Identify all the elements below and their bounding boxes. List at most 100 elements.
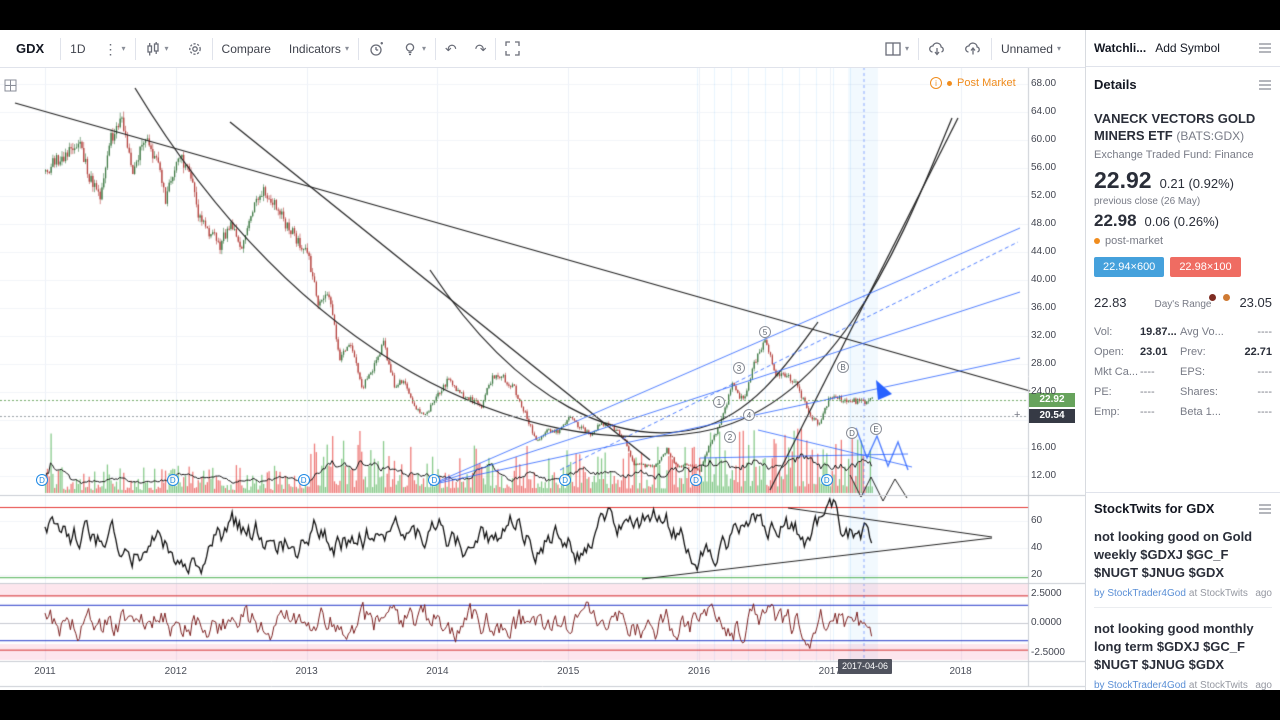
symbol-button[interactable]: GDX xyxy=(16,41,45,56)
stats-grid: Vol: 19.87... Avg Vo... ---- Open: 23.01 Prev:… xyxy=(1094,322,1272,422)
candlestick-icon xyxy=(146,41,159,55)
interval-menu-icon[interactable]: ⋮ ▾ xyxy=(103,40,126,57)
prev-close-note: previous close (26 May) xyxy=(1094,196,1201,207)
layout-select-button[interactable]: ▾ xyxy=(876,30,918,67)
range-label: Day's Range xyxy=(1154,299,1212,310)
ideas-button[interactable]: ▾ xyxy=(393,30,435,67)
post-market-label: post-market xyxy=(1105,235,1164,247)
details-panel: Details VANECK VECTORS GOLD MINERS ETF (… xyxy=(1086,67,1280,422)
message-text: not looking good on Gold weekly $GDXJ $G… xyxy=(1094,529,1253,580)
stats-row: PE: ---- Shares: ---- xyxy=(1094,382,1272,402)
stat-label: Emp: xyxy=(1094,406,1120,418)
last-change: 0.21 (0.92%) xyxy=(1159,176,1234,191)
stocktwits-menu-icon[interactable] xyxy=(1258,503,1272,515)
interval-button[interactable]: 1D xyxy=(70,41,86,56)
stats-row: Vol: 19.87... Avg Vo... ---- xyxy=(1094,322,1272,342)
chart-area[interactable]: i Post Market 22.92 20.54 + 2017-04-06 6… xyxy=(0,30,1085,690)
chart-style-button[interactable]: ▾ xyxy=(136,30,178,67)
add-symbol-button[interactable]: Add Symbol xyxy=(1155,41,1220,55)
stat-label: Mkt Ca... xyxy=(1094,366,1139,378)
stat-label: Beta 1... xyxy=(1180,406,1221,418)
fund-type: Exchange Traded Fund: Finance xyxy=(1094,149,1254,161)
stat-value: 22.71 xyxy=(1244,346,1272,358)
stat-value: ---- xyxy=(1257,386,1272,398)
indicators-label: Indicators xyxy=(288,41,341,56)
stocktwits-message[interactable]: not looking good on Gold weekly $GDXJ $G… xyxy=(1094,516,1272,608)
instrument-name: VANECK VECTORS GOLD MINERS ETF (BATS:GDX… xyxy=(1094,110,1272,145)
redo-button[interactable]: ↷ xyxy=(474,40,487,57)
days-range-row: 22.83 Day's Range 23.05 xyxy=(1094,294,1272,310)
stat-value: ---- xyxy=(1140,366,1155,378)
letterbox-top xyxy=(0,0,1280,30)
last-price: 22.92 xyxy=(1094,167,1152,193)
layout-name-button[interactable]: Unnamed ▾ xyxy=(1000,41,1061,56)
ask-chip[interactable]: 22.98×100 xyxy=(1170,257,1241,277)
stat-value: 19.87... xyxy=(1140,326,1177,338)
stat-label: EPS: xyxy=(1180,366,1206,378)
toolbar-separator xyxy=(917,37,919,60)
stat-label: Avg Vo... xyxy=(1180,326,1224,338)
stat-label: PE: xyxy=(1094,386,1112,398)
fullscreen-icon xyxy=(505,41,521,56)
post-market-dot-icon xyxy=(1094,238,1100,244)
indicators-button[interactable]: Indicators ▾ xyxy=(288,41,349,56)
message-source: at StockTwits xyxy=(1188,588,1248,599)
stat-value: ---- xyxy=(1257,326,1272,338)
stocktwits-message[interactable]: not looking good monthly long term $GDXJ… xyxy=(1094,608,1272,699)
message-author[interactable]: by StockTrader4God xyxy=(1094,588,1186,599)
compare-button[interactable]: Compare xyxy=(221,41,271,56)
stats-row: Open: 23.01 Prev: 22.71 xyxy=(1094,342,1272,362)
details-title: Details xyxy=(1094,77,1137,92)
instrument-name-line1: VANECK VECTORS GOLD xyxy=(1094,111,1256,126)
toolbar-separator xyxy=(434,37,436,60)
gear-icon xyxy=(188,42,201,55)
letterbox-bottom xyxy=(0,690,1280,720)
toolbar-separator xyxy=(357,37,359,60)
stat-value: ---- xyxy=(1140,386,1155,398)
message-source: at StockTwits xyxy=(1188,680,1248,691)
watchlist-menu-icon[interactable] xyxy=(1258,42,1272,54)
price-chart-canvas[interactable] xyxy=(0,30,1085,690)
alert-button[interactable] xyxy=(359,30,393,67)
layout-grid-icon xyxy=(885,41,901,56)
toolbar-separator xyxy=(134,37,136,60)
instrument-name-line2: MINERS ETF xyxy=(1094,128,1173,143)
trading-app: i Post Market 22.92 20.54 + 2017-04-06 6… xyxy=(0,30,1280,691)
alert-clock-icon xyxy=(370,41,383,56)
message-author[interactable]: by StockTrader4God xyxy=(1094,680,1186,691)
stats-row: Emp: ---- Beta 1... ---- xyxy=(1094,402,1272,422)
range-high: 23.05 xyxy=(1239,295,1272,310)
layout-name-label: Unnamed xyxy=(1000,41,1053,56)
message-time: ago xyxy=(1255,680,1272,691)
save-layout-button[interactable] xyxy=(955,30,991,67)
watchlist-tab[interactable]: Watchli... xyxy=(1094,41,1147,55)
lightbulb-icon xyxy=(405,42,415,55)
toolbar-separator xyxy=(60,37,62,60)
post-market-label-row: post-market xyxy=(1094,235,1272,247)
toolbar-separator xyxy=(211,37,213,60)
toolbar: GDX 1D ⋮ ▾ ▾ Compare Indicators ▾ xyxy=(0,30,1280,68)
message-text: not looking good monthly long term $GDXJ… xyxy=(1094,621,1254,672)
right-sidebar: Watchli... Add Symbol Details VANECK VEC… xyxy=(1085,30,1280,691)
stat-value: ---- xyxy=(1140,406,1155,418)
fullscreen-button[interactable] xyxy=(496,30,529,67)
stat-label: Vol: xyxy=(1094,326,1113,338)
undo-button[interactable]: ↶ xyxy=(444,40,457,57)
chart-settings-button[interactable] xyxy=(178,30,212,67)
stat-value: ---- xyxy=(1257,406,1272,418)
cloud-download-icon xyxy=(929,42,944,56)
load-layout-button[interactable] xyxy=(919,30,955,67)
watchlist-header: Watchli... Add Symbol xyxy=(1086,30,1280,67)
toolbar-separator xyxy=(495,37,497,60)
stat-label: Prev: xyxy=(1180,346,1206,358)
exchange-code: (BATS:GDX) xyxy=(1176,129,1245,143)
stats-row: Mkt Ca... ---- EPS: ---- xyxy=(1094,362,1272,382)
cloud-upload-icon xyxy=(965,42,980,55)
stocktwits-panel: StockTwits for GDX not looking good on G… xyxy=(1086,492,1280,707)
stat-value: ---- xyxy=(1257,366,1272,378)
bid-chip[interactable]: 22.94×600 xyxy=(1094,257,1165,277)
stat-label: Shares: xyxy=(1180,386,1218,398)
message-time: ago xyxy=(1255,588,1272,599)
range-low: 22.83 xyxy=(1094,295,1127,310)
details-menu-icon[interactable] xyxy=(1258,79,1272,91)
